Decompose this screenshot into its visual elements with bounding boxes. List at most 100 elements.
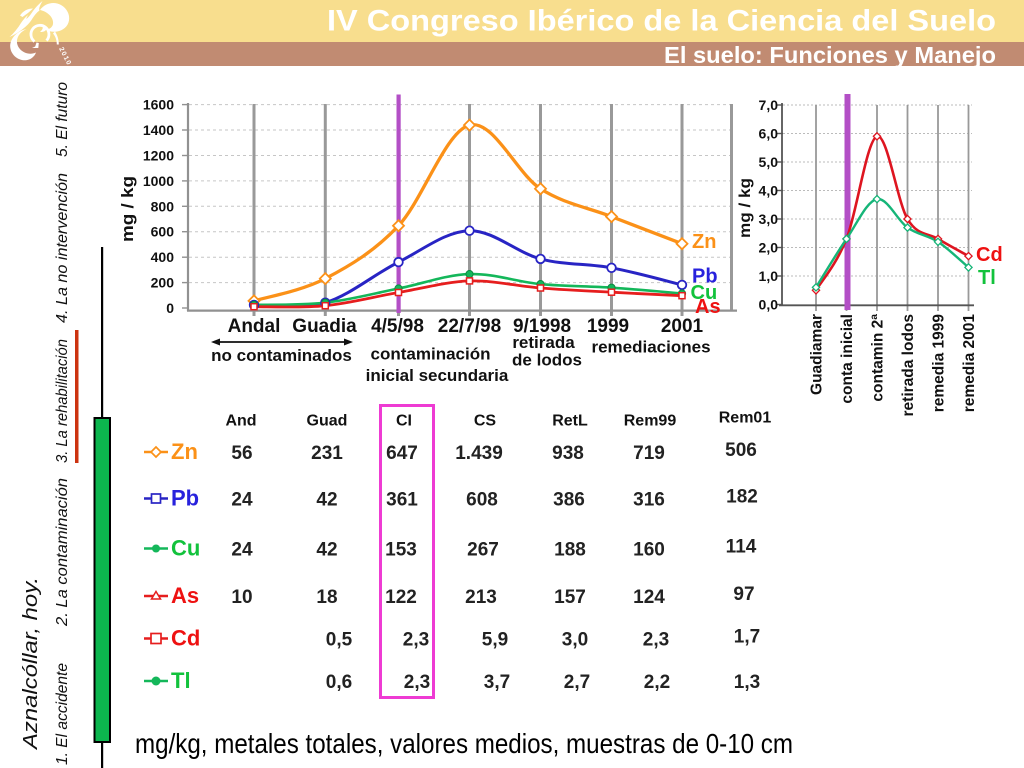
svg-text:Pb: Pb — [692, 266, 718, 288]
svg-text:3. La rehabilitación: 3. La rehabilitación — [54, 339, 71, 463]
svg-text:188: 188 — [554, 540, 586, 561]
svg-text:retirada: retirada — [512, 333, 575, 352]
svg-text:5. El futuro: 5. El futuro — [54, 82, 71, 157]
svg-text:3,7: 3,7 — [484, 672, 510, 693]
svg-text:retirada lodos: retirada lodos — [900, 314, 917, 417]
svg-text:1.439: 1.439 — [455, 443, 503, 464]
svg-text:0: 0 — [166, 300, 174, 316]
svg-text:1999: 1999 — [587, 316, 629, 337]
svg-text:Zn: Zn — [171, 439, 198, 464]
svg-text:5,9: 5,9 — [482, 630, 508, 651]
svg-text:1,0: 1,0 — [759, 268, 779, 284]
svg-text:Cd: Cd — [976, 244, 1003, 266]
svg-text:mg/kg, metales totales, valore: mg/kg, metales totales, valores medios, … — [135, 728, 793, 759]
svg-text:600: 600 — [151, 224, 175, 240]
svg-text:RetL: RetL — [552, 413, 588, 430]
svg-text:inicial secundaria: inicial secundaria — [366, 366, 509, 385]
svg-text:42: 42 — [316, 490, 337, 511]
svg-text:As: As — [695, 296, 721, 318]
svg-text:1,7: 1,7 — [734, 627, 760, 648]
svg-text:386: 386 — [553, 490, 585, 511]
svg-text:719: 719 — [633, 443, 665, 464]
svg-text:Tl: Tl — [171, 668, 191, 693]
svg-text:1600: 1600 — [143, 97, 174, 113]
svg-text:22/7/98: 22/7/98 — [438, 316, 501, 337]
svg-text:0,0: 0,0 — [759, 297, 779, 313]
svg-text:5,0: 5,0 — [759, 154, 779, 170]
svg-text:0,6: 0,6 — [326, 672, 352, 693]
svg-text:800: 800 — [151, 198, 175, 214]
svg-text:de lodos: de lodos — [512, 350, 582, 369]
svg-text:Rem01: Rem01 — [719, 410, 772, 427]
svg-text:2. La contaminación: 2. La contaminación — [54, 478, 71, 627]
svg-text:contaminación: contaminación — [371, 345, 491, 364]
svg-text:6,0: 6,0 — [759, 126, 779, 142]
svg-text:1200: 1200 — [143, 148, 174, 164]
svg-text:7,0: 7,0 — [759, 97, 779, 113]
svg-text:Cu: Cu — [691, 282, 718, 304]
svg-text:114: 114 — [726, 537, 757, 558]
svg-text:2010: 2010 — [57, 46, 72, 67]
svg-text:506: 506 — [725, 440, 757, 461]
svg-text:1400: 1400 — [143, 122, 174, 138]
svg-text:153: 153 — [385, 540, 417, 561]
svg-text:157: 157 — [554, 587, 586, 608]
svg-text:Cu: Cu — [171, 536, 200, 561]
svg-text:24: 24 — [231, 490, 253, 511]
svg-text:3,0: 3,0 — [562, 630, 588, 651]
svg-text:2,0: 2,0 — [759, 240, 779, 256]
svg-text:Aznalcóllar, hoy.: Aznalcóllar, hoy. — [20, 577, 42, 750]
svg-text:Cd: Cd — [171, 626, 200, 651]
svg-text:18: 18 — [316, 587, 337, 608]
svg-text:361: 361 — [386, 490, 418, 511]
svg-text:no contaminados: no contaminados — [211, 346, 352, 365]
svg-text:Andal: Andal — [228, 316, 281, 337]
svg-text:4/5/98: 4/5/98 — [371, 316, 424, 337]
svg-text:Guad: Guad — [307, 413, 348, 430]
svg-text:231: 231 — [311, 443, 343, 464]
svg-text:CS: CS — [474, 413, 497, 430]
svg-text:122: 122 — [385, 587, 417, 608]
svg-text:As: As — [171, 583, 199, 608]
svg-text:316: 316 — [633, 490, 665, 511]
svg-text:2001: 2001 — [661, 316, 704, 337]
svg-text:2,3: 2,3 — [404, 672, 430, 693]
svg-text:160: 160 — [633, 540, 665, 561]
svg-text:Zn: Zn — [692, 231, 716, 253]
svg-text:Guadiamar: Guadiamar — [809, 314, 826, 395]
svg-text:remediaciones: remediaciones — [591, 338, 710, 357]
svg-text:200: 200 — [151, 275, 175, 291]
svg-text:3,0: 3,0 — [759, 211, 779, 227]
svg-text:938: 938 — [552, 443, 584, 464]
svg-text:647: 647 — [386, 443, 418, 464]
svg-text:CI: CI — [396, 413, 412, 430]
svg-text:24: 24 — [231, 540, 253, 561]
svg-text:Rem99: Rem99 — [624, 413, 677, 430]
svg-text:2,3: 2,3 — [643, 630, 669, 651]
svg-text:Pb: Pb — [171, 486, 199, 511]
svg-text:Tl: Tl — [978, 267, 996, 289]
svg-text:213: 213 — [465, 587, 497, 608]
svg-text:400: 400 — [151, 249, 175, 265]
svg-text:mg / kg: mg / kg — [737, 178, 754, 238]
svg-text:remedia 1999: remedia 1999 — [931, 314, 948, 413]
svg-text:1,3: 1,3 — [734, 672, 760, 693]
svg-text:remedia 2001: remedia 2001 — [961, 314, 978, 413]
svg-text:4. La no intervención: 4. La no intervención — [54, 173, 71, 323]
svg-text:10: 10 — [231, 587, 252, 608]
svg-text:2,3: 2,3 — [403, 630, 429, 651]
svg-text:2,2: 2,2 — [644, 672, 670, 693]
svg-text:42: 42 — [316, 540, 337, 561]
svg-text:56: 56 — [231, 443, 252, 464]
svg-text:El suelo: Funciones y Manejo: El suelo: Funciones y Manejo — [664, 42, 996, 68]
svg-text:conta inicial: conta inicial — [839, 314, 856, 404]
svg-text:1. El accidente: 1. El accidente — [54, 663, 71, 765]
svg-text:And: And — [225, 413, 256, 430]
svg-text:2,7: 2,7 — [564, 672, 590, 693]
svg-text:IV Congreso Ibérico de la Cien: IV Congreso Ibérico de la Ciencia del Su… — [327, 5, 996, 38]
svg-text:4,0: 4,0 — [759, 183, 779, 199]
svg-text:1000: 1000 — [143, 173, 174, 189]
svg-text:Guadia: Guadia — [292, 316, 357, 337]
svg-text:182: 182 — [726, 487, 758, 508]
svg-text:mg / kg: mg / kg — [118, 176, 137, 242]
